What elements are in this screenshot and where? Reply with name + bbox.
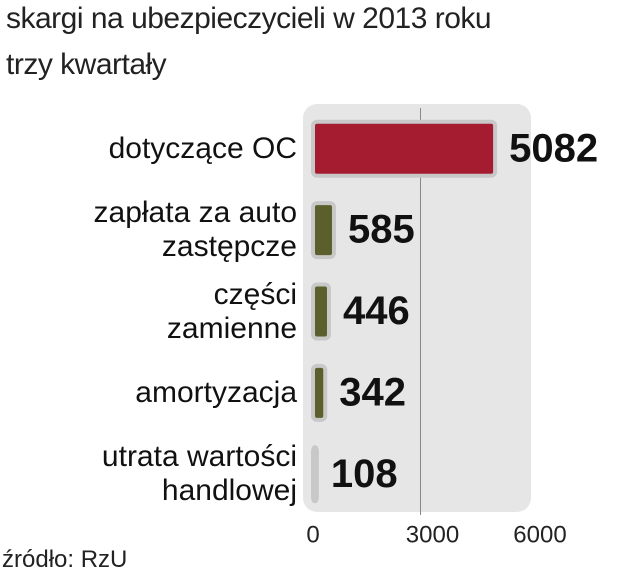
value-label: 5082 [509,126,598,170]
plot-background [303,104,531,512]
x-tick-label: 3000 [406,521,459,548]
category-label: dotyczące OC [108,131,297,165]
bar [311,445,319,504]
source: źródło: RzU [2,546,128,573]
x-tick-label: 0 [306,521,319,548]
chart-subtitle: trzy kwartały [6,48,167,81]
value-label: 446 [343,289,410,333]
x-tick-label: 6000 [513,521,566,548]
category-label: zapłata za auto zastępcze [93,196,297,264]
category-label: części zamienne [166,277,297,345]
value-label: 585 [348,208,415,252]
value-label: 342 [339,370,406,414]
chart-title: skargi na ubezpieczycieli w 2013 roku [6,2,492,35]
bar [311,282,331,341]
category-label: amortyzacja [135,375,297,409]
bar [311,363,328,422]
category-label: utrata wartości handlowej [101,440,297,508]
value-label: 108 [331,452,398,496]
bar [311,201,336,260]
bar [311,119,498,178]
